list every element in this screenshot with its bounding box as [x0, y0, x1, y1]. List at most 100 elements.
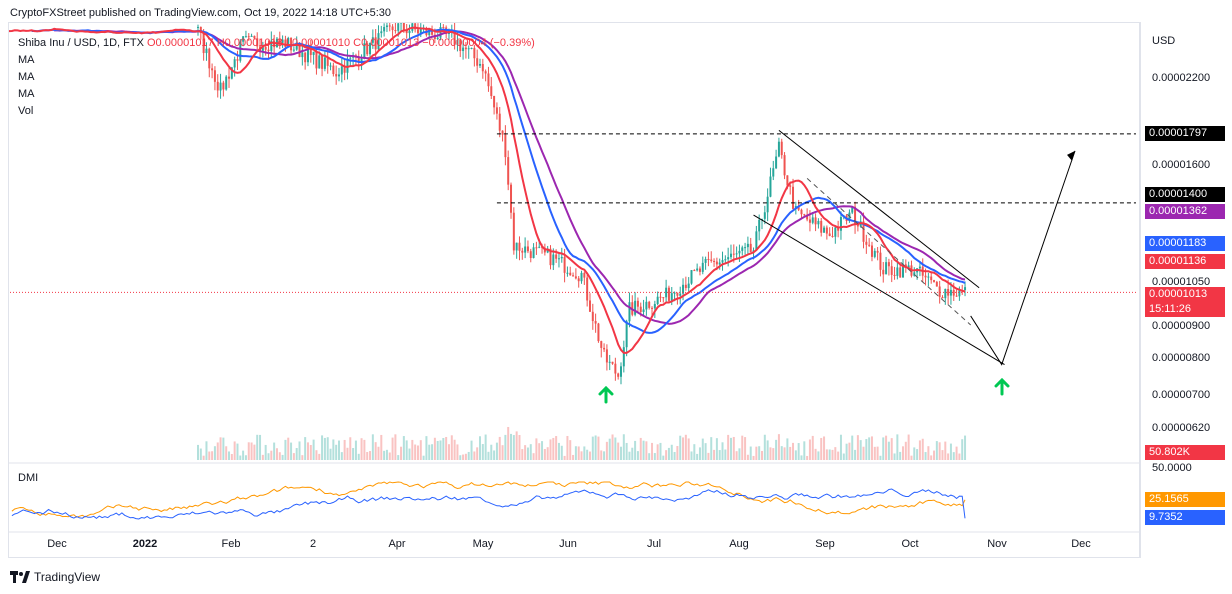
- candle-body: [887, 262, 890, 267]
- volume-bar: [870, 436, 873, 460]
- candle-body: [775, 156, 778, 169]
- time-tick: Jun: [559, 538, 577, 550]
- volume-bar: [620, 446, 622, 460]
- candle-body: [896, 267, 899, 276]
- candle-body: [318, 55, 321, 69]
- candle-body: [682, 284, 685, 294]
- candle-body: [369, 42, 372, 55]
- volume-bar: [352, 448, 355, 460]
- candle-body: [315, 51, 318, 69]
- candle-body: [397, 23, 400, 31]
- candle-body: [715, 261, 718, 265]
- price-tick: 0.00000900: [1152, 320, 1211, 332]
- volume-bar: [259, 434, 262, 460]
- volume-bar: [964, 435, 967, 460]
- volume-bar: [521, 449, 524, 460]
- candle-body: [572, 275, 575, 277]
- volume-bar: [501, 445, 504, 460]
- volume-bar: [470, 440, 473, 460]
- candle-body: [529, 251, 532, 258]
- legend-volume[interactable]: Vol: [18, 105, 34, 117]
- volume-bar: [270, 450, 273, 460]
- chart-frame[interactable]: [8, 22, 1140, 558]
- volume-bar: [918, 440, 921, 460]
- volume-bar: [687, 438, 690, 460]
- candle-body: [676, 292, 679, 296]
- volume-bar: [459, 455, 462, 460]
- candle-body: [738, 250, 741, 254]
- candle-body: [780, 141, 783, 156]
- footer-brand[interactable]: TradingView: [10, 570, 100, 584]
- candle-body: [261, 46, 264, 51]
- volume-bar: [318, 453, 321, 460]
- candle-body: [208, 48, 211, 69]
- volume-bar: [693, 444, 696, 460]
- volume-bar: [642, 440, 645, 460]
- volume-bar: [676, 446, 679, 460]
- volume-bar: [202, 455, 205, 460]
- volume-bar: [242, 450, 245, 460]
- volume-bar: [865, 439, 868, 460]
- volume-bar: [594, 435, 597, 460]
- volume-bar: [772, 448, 775, 460]
- candle-body: [653, 304, 656, 309]
- candle-body: [546, 248, 549, 253]
- candle-body: [707, 258, 710, 260]
- price-tick: 0.00000700: [1152, 389, 1211, 401]
- price-axis[interactable]: [1140, 22, 1226, 558]
- candle-body: [758, 219, 761, 232]
- volume-bar: [732, 436, 735, 460]
- candle-body: [729, 253, 732, 258]
- candle-body: [930, 276, 933, 281]
- candle-body: [250, 35, 253, 37]
- volume-bar: [490, 444, 493, 460]
- volume-bar: [729, 437, 732, 460]
- candle-body: [230, 67, 233, 79]
- countdown-tag: 15:11:26: [1145, 302, 1225, 317]
- candle-body: [507, 157, 510, 185]
- volume-bar: [851, 435, 854, 460]
- candle-body: [628, 302, 631, 322]
- candle-body: [515, 242, 518, 251]
- volume-bar: [617, 442, 620, 460]
- candle-body: [306, 48, 309, 63]
- volume-bar: [938, 442, 941, 460]
- candle-body: [577, 278, 580, 282]
- candle-body: [205, 48, 208, 54]
- candle-body: [493, 96, 496, 108]
- legend-ma-1[interactable]: MA: [18, 54, 35, 66]
- volume-bar: [199, 448, 202, 460]
- volume-bar: [679, 435, 682, 460]
- volume-bar: [414, 444, 417, 460]
- candle-body: [611, 361, 614, 364]
- candle-body: [321, 55, 324, 69]
- candle-body: [233, 59, 236, 68]
- legend-ma-2[interactable]: MA: [18, 71, 35, 83]
- candle-body: [332, 65, 335, 75]
- volume-bar: [631, 447, 634, 460]
- legend-ma-3[interactable]: MA: [18, 88, 35, 100]
- volume-bar: [290, 442, 293, 460]
- candle-body: [549, 248, 552, 266]
- candle-body: [346, 58, 349, 73]
- candle-body: [371, 37, 374, 43]
- symbol-name[interactable]: Shiba Inu / USD, 1D, FTX: [18, 37, 144, 49]
- volume-bar: [473, 451, 476, 460]
- volume-bar: [253, 444, 256, 460]
- candle-body: [955, 295, 958, 297]
- volume-bar: [831, 449, 834, 460]
- legend-dmi[interactable]: DMI: [18, 472, 39, 484]
- volume-bar: [639, 437, 642, 460]
- volume-bar: [904, 441, 907, 460]
- channel-upper-line: [778, 130, 980, 289]
- volume-bar: [806, 455, 809, 460]
- ma-100-line: [31, 28, 966, 334]
- volume-bar: [752, 455, 755, 460]
- volume-bar: [828, 449, 831, 460]
- volume-bar: [603, 451, 606, 460]
- candle-body: [648, 301, 651, 308]
- candle-body: [219, 82, 222, 91]
- candle-body: [890, 266, 893, 275]
- volume-bar: [783, 447, 786, 460]
